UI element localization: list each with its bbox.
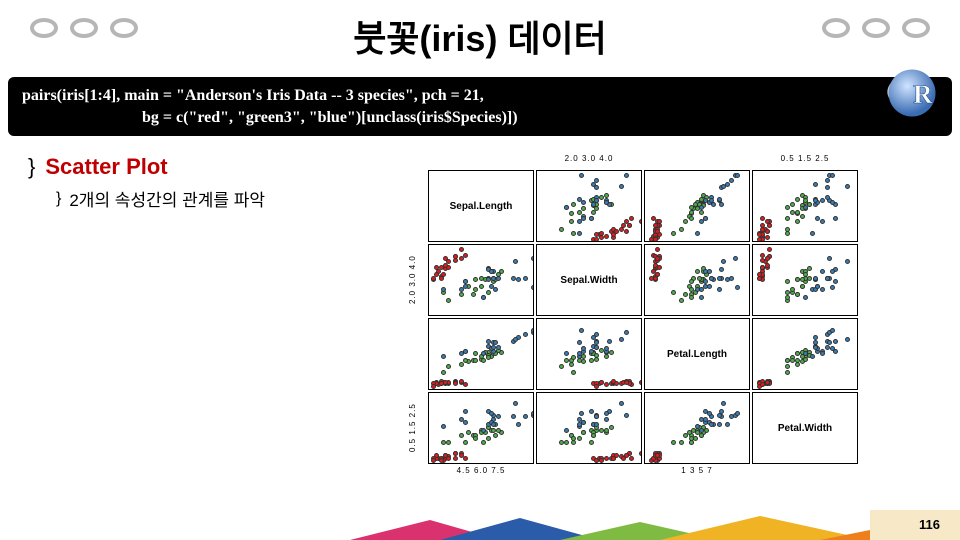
pairs-scatter-cell xyxy=(644,392,750,464)
r-logo-icon: R xyxy=(884,65,940,121)
axis-label-top xyxy=(428,154,534,168)
axis-label-bottom: 1 3 5 7 xyxy=(644,466,750,480)
bullet-sub: } 2개의 속성간의 관계를 파악 xyxy=(28,186,398,211)
pairs-scatter-cell xyxy=(536,170,642,242)
decoration-circles-left xyxy=(30,18,138,38)
axis-label-bottom xyxy=(752,466,858,480)
bullet-main-text: Scatter Plot xyxy=(45,154,167,180)
pairs-scatter-cell xyxy=(536,392,642,464)
pairs-diagonal-label: Sepal.Width xyxy=(536,244,642,316)
axis-label-top: 2.0 3.0 4.0 xyxy=(536,154,642,168)
pairs-diagonal-label: Petal.Length xyxy=(644,318,750,390)
axis-label-left: 0.5 1.5 2.5 xyxy=(408,392,426,464)
pairs-diagonal-label: Sepal.Length xyxy=(428,170,534,242)
pairs-diagonal-label: Petal.Width xyxy=(752,392,858,464)
pairs-scatter-cell xyxy=(536,318,642,390)
axis-label-top: 0.5 1.5 2.5 xyxy=(752,154,858,168)
brace-icon: } xyxy=(28,154,35,180)
footer-decoration xyxy=(0,510,960,540)
pairs-scatter-cell xyxy=(644,244,750,316)
axis-label-top xyxy=(644,154,750,168)
pairs-scatter-cell xyxy=(752,318,858,390)
decoration-circles-right xyxy=(822,18,930,38)
axis-label-left xyxy=(408,170,426,242)
slide-header: 붓꽃(iris) 데이터 xyxy=(0,0,960,67)
pairs-scatter-cell xyxy=(752,244,858,316)
pairs-scatter-cell xyxy=(752,170,858,242)
axis-label-bottom: 4.5 6.0 7.5 xyxy=(428,466,534,480)
content-area: } Scatter Plot } 2개의 속성간의 관계를 파악 2.0 3.0… xyxy=(0,136,960,480)
code-block: pairs(iris[1:4], main = "Anderson's Iris… xyxy=(8,77,952,136)
bullet-sub-text: 2개의 속성간의 관계를 파악 xyxy=(69,186,265,211)
code-line-2: bg = c("red", "green3", "blue")[unclass(… xyxy=(22,107,938,129)
axis-label-left: 2.0 3.0 4.0 xyxy=(408,244,426,316)
bullet-main: } Scatter Plot xyxy=(28,154,398,180)
pairs-scatter-cell xyxy=(644,170,750,242)
pairs-scatter-cell xyxy=(428,318,534,390)
pairs-scatter-cell xyxy=(428,392,534,464)
page-number: 116 xyxy=(919,517,940,532)
code-line-1: pairs(iris[1:4], main = "Anderson's Iris… xyxy=(22,85,938,107)
axis-label-bottom xyxy=(536,466,642,480)
pairs-plot: 2.0 3.0 4.0 0.5 1.5 2.5 Sepal.Length2.0 3.… xyxy=(408,154,940,480)
pairs-scatter-cell xyxy=(428,244,534,316)
brace-icon: } xyxy=(56,190,61,208)
slide-title: 붓꽃(iris) 데이터 xyxy=(353,10,607,62)
text-column: } Scatter Plot } 2개의 속성간의 관계를 파악 xyxy=(28,154,398,480)
svg-text:R: R xyxy=(913,79,933,109)
axis-label-left xyxy=(408,318,426,390)
